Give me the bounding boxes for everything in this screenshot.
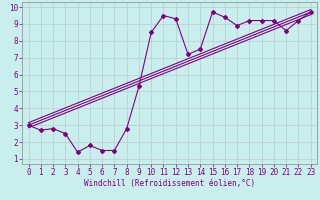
X-axis label: Windchill (Refroidissement éolien,°C): Windchill (Refroidissement éolien,°C) xyxy=(84,179,255,188)
